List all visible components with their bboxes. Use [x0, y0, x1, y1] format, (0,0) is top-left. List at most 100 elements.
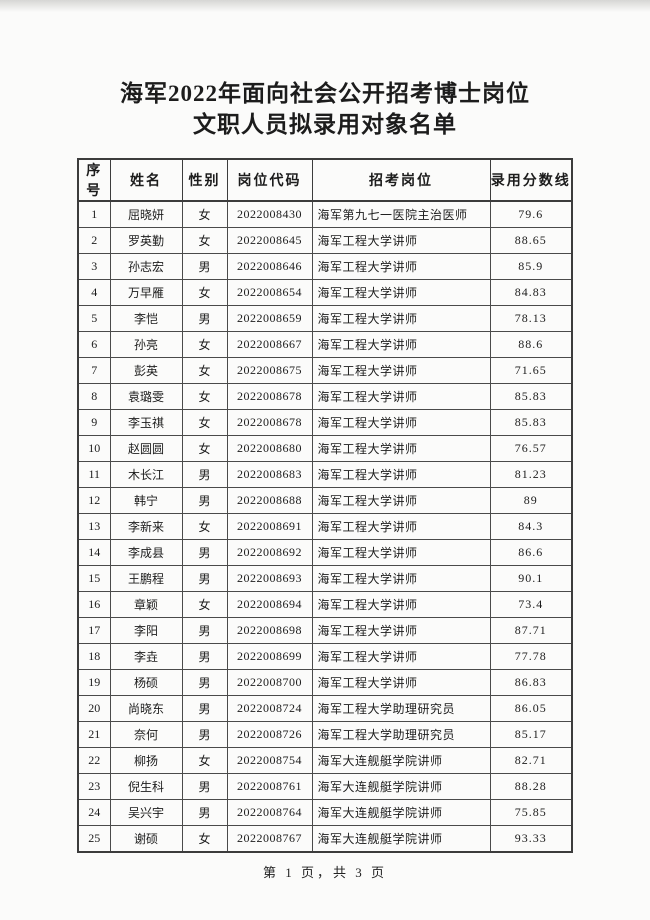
cell-name: 谢硕 [109, 825, 183, 853]
cell-name: 王鹏程 [109, 565, 183, 592]
cell-name: 韩宁 [109, 487, 183, 514]
cell-serial: 18 [77, 643, 111, 670]
table-header-row: 序号 姓名 性别 岗位代码 招考岗位 录用分数线 [77, 158, 573, 202]
cell-serial: 16 [77, 591, 111, 618]
cell-gender: 男 [181, 539, 228, 566]
cell-pos: 海军第九七一医院主治医师 [311, 200, 491, 228]
cell-code: 2022008667 [226, 331, 313, 358]
cell-gender: 女 [181, 747, 228, 774]
cell-serial: 5 [77, 305, 111, 332]
cell-serial: 4 [77, 279, 111, 306]
cell-name: 屈晓妍 [109, 200, 183, 228]
page-number-footer: 第 1 页，共 3 页 [262, 865, 387, 880]
column-header-pos: 招考岗位 [311, 158, 491, 202]
cell-code: 2022008726 [226, 721, 313, 748]
cell-pos: 海军工程大学讲师 [311, 591, 491, 618]
cell-score: 86.05 [489, 695, 573, 722]
cell-score: 84.3 [489, 513, 573, 540]
cell-pos: 海军大连舰艇学院讲师 [311, 773, 491, 800]
cell-gender: 女 [181, 513, 228, 540]
cell-name: 柳扬 [109, 747, 183, 774]
table-row: 19 杨硕男 2022008700 海军工程大学讲师 86.83 [77, 669, 573, 696]
cell-serial: 21 [77, 721, 111, 748]
cell-name: 李新来 [109, 513, 183, 540]
cell-serial: 20 [77, 695, 111, 722]
cell-name: 孙志宏 [109, 253, 183, 280]
table-row: 9 李玉祺女 2022008678 海军工程大学讲师 85.83 [77, 409, 573, 436]
cell-serial: 8 [77, 383, 111, 410]
cell-pos: 海军工程大学讲师 [311, 227, 491, 254]
cell-code: 2022008699 [226, 643, 313, 670]
cell-code: 2022008646 [226, 253, 313, 280]
cell-pos: 海军工程大学讲师 [311, 383, 491, 410]
cell-score: 88.65 [489, 227, 573, 254]
table-row: 17 李阳男 2022008698 海军工程大学讲师 87.71 [77, 617, 573, 644]
cell-code: 2022008654 [226, 279, 313, 306]
cell-gender: 女 [181, 383, 228, 410]
cell-score: 86.6 [489, 539, 573, 566]
cell-score: 84.83 [489, 279, 573, 306]
table-row: 14 李成县男 2022008692 海军工程大学讲师 86.6 [77, 539, 573, 566]
cell-score: 85.17 [489, 721, 573, 748]
table-row: 2 罗英勤女 2022008645 海军工程大学讲师 88.65 [77, 227, 573, 254]
cell-pos: 海军工程大学讲师 [311, 617, 491, 644]
cell-gender: 男 [181, 643, 228, 670]
cell-gender: 女 [181, 279, 228, 306]
cell-pos: 海军工程大学讲师 [311, 305, 491, 332]
cell-gender: 男 [181, 565, 228, 592]
cell-pos: 海军工程大学讲师 [311, 331, 491, 358]
cell-score: 81.23 [489, 461, 573, 488]
cell-code: 2022008691 [226, 513, 313, 540]
column-header-code: 岗位代码 [226, 158, 313, 202]
cell-pos: 海军工程大学讲师 [311, 279, 491, 306]
document-title-line2: 文职人员拟录用对象名单 [193, 112, 457, 137]
cell-pos: 海军工程大学讲师 [311, 513, 491, 540]
cell-serial: 25 [77, 825, 111, 853]
cell-serial: 19 [77, 669, 111, 696]
cell-score: 85.83 [489, 383, 573, 410]
cell-pos: 海军工程大学讲师 [311, 461, 491, 488]
cell-serial: 15 [77, 565, 111, 592]
cell-pos: 海军工程大学讲师 [311, 435, 491, 462]
scan-shadow-top-edge [0, 0, 650, 12]
cell-name: 袁璐雯 [109, 383, 183, 410]
document-title-line1: 海军2022年面向社会公开招考博士岗位 [120, 81, 530, 106]
cell-score: 82.71 [489, 747, 573, 774]
table-row: 10 赵圆圆女 2022008680 海军工程大学讲师 76.57 [77, 435, 573, 462]
cell-score: 78.13 [489, 305, 573, 332]
cell-serial: 11 [77, 461, 111, 488]
cell-gender: 女 [181, 227, 228, 254]
table-row: 12 韩宁男 2022008688 海军工程大学讲师 89 [77, 487, 573, 514]
cell-name: 杨硕 [109, 669, 183, 696]
cell-code: 2022008680 [226, 435, 313, 462]
cell-code: 2022008767 [226, 825, 313, 853]
table-row: 18 李垚男 2022008699 海军工程大学讲师 77.78 [77, 643, 573, 670]
cell-gender: 女 [181, 825, 228, 853]
cell-gender: 男 [181, 721, 228, 748]
cell-score: 90.1 [489, 565, 573, 592]
cell-pos: 海军大连舰艇学院讲师 [311, 799, 491, 826]
cell-name: 彭英 [109, 357, 183, 384]
cell-pos: 海军工程大学讲师 [311, 487, 491, 514]
cell-gender: 男 [181, 669, 228, 696]
column-header-serial: 序号 [77, 158, 111, 202]
table-row: 5 李恺男 2022008659 海军工程大学讲师 78.13 [77, 305, 573, 332]
cell-gender: 女 [181, 409, 228, 436]
cell-name: 李垚 [109, 643, 183, 670]
table-row: 3 孙志宏男 2022008646 海军工程大学讲师 85.9 [77, 253, 573, 280]
cell-gender: 男 [181, 617, 228, 644]
cell-name: 李成县 [109, 539, 183, 566]
cell-gender: 女 [181, 200, 228, 228]
cell-gender: 男 [181, 461, 228, 488]
cell-gender: 男 [181, 253, 228, 280]
cell-serial: 10 [77, 435, 111, 462]
cell-score: 86.83 [489, 669, 573, 696]
cell-code: 2022008430 [226, 200, 313, 228]
column-header-gender: 性别 [181, 158, 228, 202]
table-row: 20 尚晓东男 2022008724 海军工程大学助理研究员 86.05 [77, 695, 573, 722]
cell-score: 85.9 [489, 253, 573, 280]
cell-pos: 海军大连舰艇学院讲师 [311, 747, 491, 774]
cell-code: 2022008698 [226, 617, 313, 644]
cell-code: 2022008688 [226, 487, 313, 514]
cell-pos: 海军工程大学讲师 [311, 643, 491, 670]
